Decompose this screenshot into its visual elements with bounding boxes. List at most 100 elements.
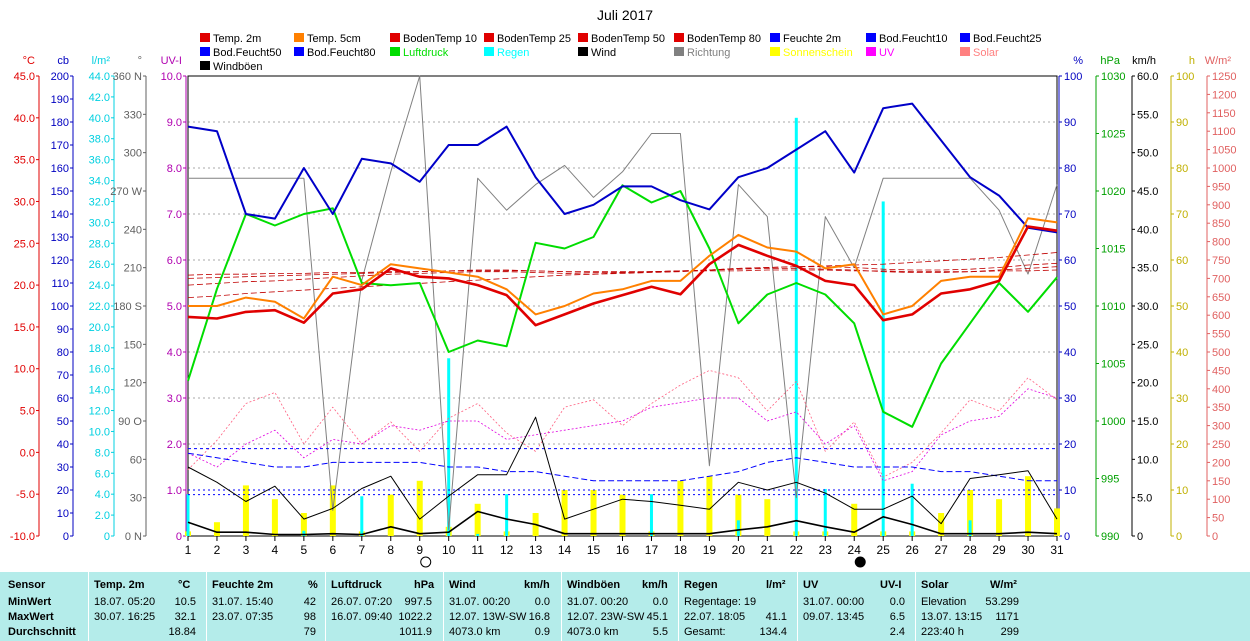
cell-value: 5.5	[652, 626, 668, 638]
axis-tick-label: 14.0	[89, 385, 110, 397]
rain-bar	[302, 530, 306, 536]
header-sensor: Sensor	[8, 579, 46, 591]
cell-value: 2.4	[889, 626, 905, 638]
cell-value: 997.5	[404, 596, 432, 608]
rain-bar	[649, 494, 653, 536]
legend-label: BodenTemp 50	[591, 33, 665, 45]
axis-tick-label: 18.0	[89, 343, 110, 355]
axis-tick-label: 50	[1176, 301, 1188, 313]
axis-tick-label: 25.0	[14, 238, 35, 250]
axis-tick-label: 150	[51, 186, 69, 198]
axis-tick-label: 40.0	[89, 113, 110, 125]
axis-label-sun: h	[1189, 55, 1195, 67]
row-label: MinWert	[8, 596, 52, 608]
cell-text: Regentage: 19	[684, 596, 757, 608]
axis-label-solar: W/m²	[1205, 55, 1232, 67]
header-unit-7: W/m²	[990, 579, 1017, 591]
axis-label-press: hPa	[1100, 55, 1120, 67]
axis-tick-label: -5.0	[16, 489, 35, 501]
axis-tick-label: 850	[1212, 218, 1230, 230]
x-tick-label: 19	[703, 543, 717, 557]
cell-value: 6.5	[889, 611, 905, 623]
series-richtung	[188, 75, 1058, 531]
x-tick-label: 2	[214, 543, 221, 557]
axis-tick-label: 30	[57, 462, 69, 474]
cell-value: 16.8	[528, 611, 550, 623]
axis-tick-label: 10	[1176, 485, 1188, 497]
cell-text: 31.07. 00:00	[803, 596, 865, 608]
cell-text: 4073.0 km	[567, 626, 619, 638]
axis-tick-label: 45.0	[14, 71, 35, 83]
axis-tick-label: 950	[1212, 181, 1230, 193]
axis-tick-label: 60	[57, 393, 69, 405]
sunshine-bar	[706, 476, 713, 536]
cell-text: 23.07. 07:35	[212, 611, 274, 623]
cell-value: 0.9	[534, 626, 550, 638]
cell-text: 30.07. 16:25	[94, 611, 156, 623]
cell-value: 0.0	[889, 596, 905, 608]
axis-tick-label: 0 N	[125, 531, 142, 543]
axis-tick-label: 270 W	[110, 186, 142, 198]
axis-tick-label: 40.0	[1137, 224, 1158, 236]
series-temp-2m	[187, 225, 1058, 327]
rain-bar	[505, 494, 509, 536]
header-col-3: Wind	[449, 579, 476, 591]
legend-swatch	[578, 47, 588, 56]
axis-tick-label: 200	[51, 71, 69, 83]
chart-legend: Temp. 2m Temp. 5cm BodenTemp 10 BodenTemp 2…	[200, 33, 1042, 73]
x-tick-label: 28	[963, 543, 977, 557]
cell-text: 13.07. 13:15	[921, 611, 983, 623]
legend-swatch	[770, 47, 780, 56]
axis-tick-label: 0	[1064, 531, 1070, 543]
header-col-4: Windböen	[567, 579, 621, 591]
axis-tick-label: 80	[57, 347, 69, 359]
axis-tick-label: 60	[1064, 255, 1076, 267]
legend-label: Regen	[497, 47, 529, 59]
x-tick-label: 17	[645, 543, 659, 557]
axis-tick-label: 5.0	[167, 301, 182, 313]
sunshine-bar	[213, 522, 220, 536]
axis-tick-label: 10	[57, 508, 69, 520]
x-tick-label: 9	[416, 543, 423, 557]
legend-swatch	[484, 47, 494, 56]
legend-label: BodenTemp 25	[497, 33, 571, 45]
sunshine-bar	[387, 494, 394, 536]
cell-text: Elevation	[921, 596, 967, 608]
axis-tick-label: 24.0	[89, 280, 110, 292]
cell-value: 53.299	[985, 596, 1019, 608]
axis-tick-label: 50	[1212, 513, 1224, 525]
cell-text: 26.07. 07:20	[331, 596, 393, 608]
sunshine-bar	[677, 480, 684, 536]
header-unit-4: km/h	[642, 579, 668, 591]
axis-tick-label: 100	[1176, 71, 1194, 83]
legend-label: Bod.Feucht25	[973, 33, 1042, 45]
line-series	[187, 75, 1058, 536]
legend-label: Sonnenschein	[783, 47, 853, 59]
x-tick-label: 10	[442, 543, 456, 557]
axis-tick-label: 90	[57, 324, 69, 336]
cell-text: 16.07. 09:40	[331, 611, 393, 623]
axis-label-temp: °C	[23, 55, 35, 67]
axis-tick-label: 120	[51, 255, 69, 267]
sunshine-bar	[271, 499, 278, 536]
axis-tick-label: 0	[104, 531, 110, 543]
axis-tick-label: 2.0	[167, 439, 182, 451]
axis-tick-label: 90	[1176, 117, 1188, 129]
axis-tick-label: 160	[51, 163, 69, 175]
rain-bar	[794, 117, 798, 537]
axis-tick-label: 400	[1212, 384, 1230, 396]
legend-label: Bod.Feucht50	[213, 47, 282, 59]
series-feuchte-2m	[187, 102, 1058, 234]
axis-tick-label: 6.0	[167, 255, 182, 267]
legend-swatch	[390, 33, 400, 42]
axis-tick-label: 45.0	[1137, 186, 1158, 198]
x-tick-label: 24	[848, 543, 862, 557]
axis-tick-label: 42.0	[89, 92, 110, 104]
axis-tick-label: 10.0	[161, 71, 182, 83]
axis-tick-label: 600	[1212, 310, 1230, 322]
axis-tick-label: 100	[1064, 71, 1082, 83]
table-separator	[206, 572, 207, 641]
x-tick-label: 26	[905, 543, 919, 557]
moon-marker	[854, 556, 866, 568]
cell-value: 98	[303, 611, 316, 623]
